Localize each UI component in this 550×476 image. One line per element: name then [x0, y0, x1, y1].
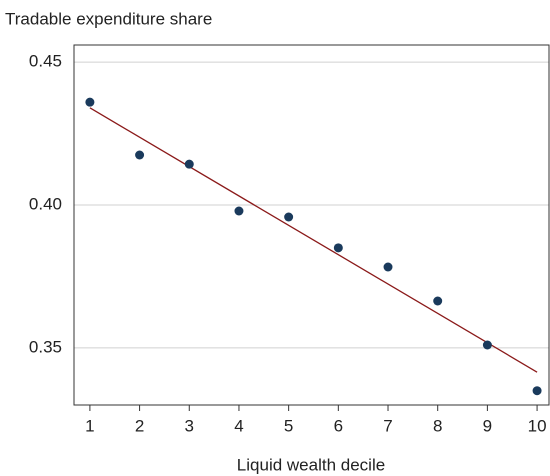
point — [284, 212, 294, 222]
x-tick-label: 10 — [528, 416, 547, 435]
y-tick-label: 0.45 — [29, 52, 62, 71]
plot-frame — [73, 44, 550, 406]
point — [135, 150, 145, 160]
y-tick-label: 0.40 — [29, 194, 62, 213]
y-axis-label: Tradable expenditure share — [5, 9, 212, 28]
x-tick-label: 5 — [284, 416, 293, 435]
point — [482, 340, 492, 350]
x-tick-label: 9 — [483, 416, 492, 435]
fit-line — [89, 107, 538, 373]
x-tick-label: 6 — [334, 416, 343, 435]
x-tick-label: 7 — [383, 416, 392, 435]
point — [333, 243, 343, 253]
point — [532, 386, 542, 396]
point — [184, 159, 194, 169]
y-tick-label: 0.35 — [29, 337, 62, 356]
point — [433, 296, 443, 306]
point — [383, 262, 393, 272]
x-tick-label: 8 — [433, 416, 442, 435]
x-tick-label: 1 — [85, 416, 94, 435]
point — [85, 97, 95, 107]
x-tick-label: 2 — [135, 416, 144, 435]
point — [234, 206, 244, 216]
x-tick-label: 4 — [234, 416, 243, 435]
x-axis-label: Liquid wealth decile — [237, 455, 385, 474]
x-tick-label: 3 — [185, 416, 194, 435]
